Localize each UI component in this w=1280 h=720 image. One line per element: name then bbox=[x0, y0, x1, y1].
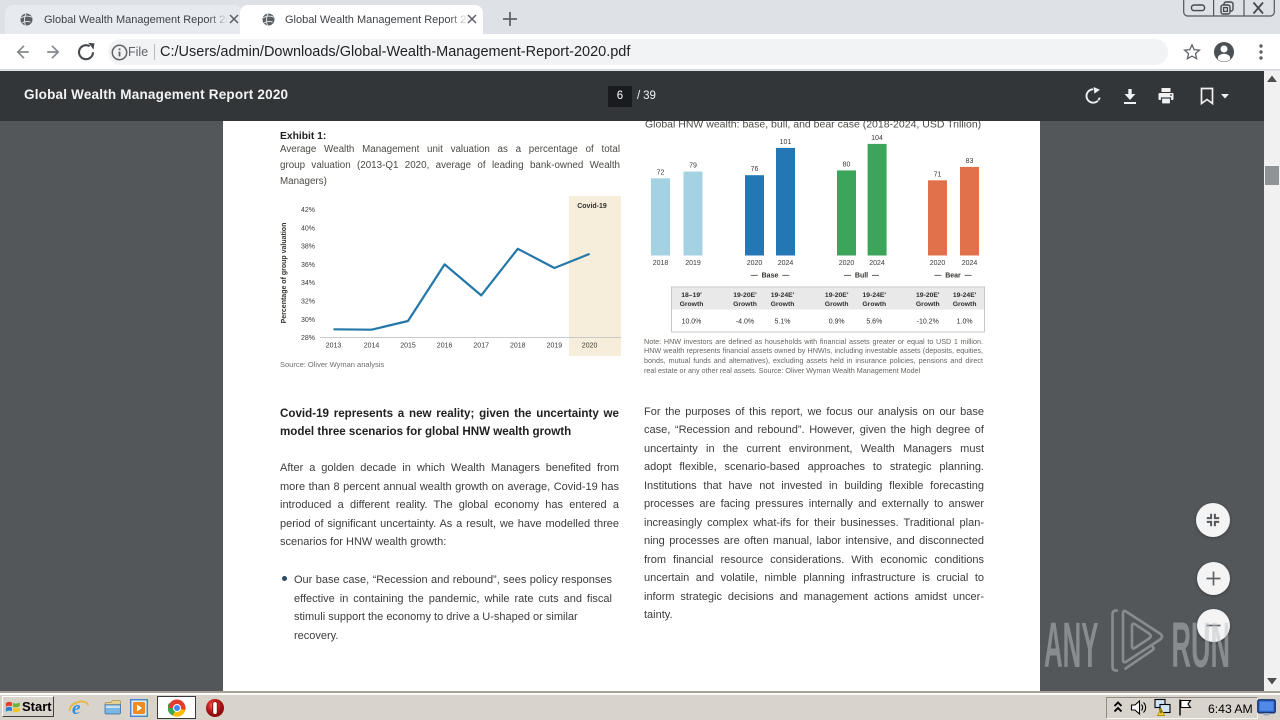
svg-text:2020: 2020 bbox=[839, 260, 855, 267]
svg-text:10.0%: 10.0% bbox=[682, 319, 702, 326]
svg-text:1.0%: 1.0% bbox=[957, 319, 973, 326]
svg-text:Covid-19: Covid-19 bbox=[577, 203, 607, 210]
svg-text:72: 72 bbox=[657, 169, 665, 176]
svg-text:76: 76 bbox=[751, 166, 759, 173]
svg-text:Growth: Growth bbox=[862, 301, 886, 308]
svg-text:— Base —: — Base — bbox=[751, 273, 790, 280]
svg-text:2015: 2015 bbox=[400, 343, 416, 350]
svg-text:e: e bbox=[72, 698, 81, 718]
svg-text:Growth: Growth bbox=[680, 301, 704, 308]
svg-text:Growth: Growth bbox=[733, 301, 757, 308]
svg-text:Growth: Growth bbox=[771, 301, 795, 308]
svg-text:101: 101 bbox=[780, 139, 792, 146]
svg-text:71: 71 bbox=[934, 171, 942, 178]
svg-text:0.9%: 0.9% bbox=[829, 319, 845, 326]
svg-text:28%: 28% bbox=[301, 335, 315, 342]
svg-text:18–19': 18–19' bbox=[681, 292, 702, 299]
svg-text:2020: 2020 bbox=[747, 260, 763, 267]
svg-text:Growth: Growth bbox=[953, 301, 977, 308]
svg-text:2020: 2020 bbox=[582, 343, 598, 350]
svg-text:42%: 42% bbox=[301, 207, 315, 214]
svg-text:19-24E': 19-24E' bbox=[953, 292, 977, 299]
svg-text:5.1%: 5.1% bbox=[775, 319, 791, 326]
svg-text:2013: 2013 bbox=[326, 343, 342, 350]
svg-text:— Bull —: — Bull — bbox=[844, 273, 879, 280]
svg-text:Percentage of group valuation: Percentage of group valuation bbox=[281, 223, 288, 324]
svg-text:19-20E': 19-20E' bbox=[825, 292, 849, 299]
svg-text:38%: 38% bbox=[301, 244, 315, 251]
svg-text:— Bear —: — Bear — bbox=[934, 273, 971, 280]
svg-text:Source: Oliver Wyman analysis: Source: Oliver Wyman analysis bbox=[280, 360, 384, 369]
svg-text:Growth: Growth bbox=[916, 301, 940, 308]
svg-text:2024: 2024 bbox=[962, 260, 978, 267]
svg-text:2014: 2014 bbox=[364, 343, 380, 350]
svg-text:2020: 2020 bbox=[930, 260, 946, 267]
svg-text:Growth: Growth bbox=[825, 301, 849, 308]
svg-text:2024: 2024 bbox=[869, 260, 885, 267]
svg-text:30%: 30% bbox=[301, 317, 315, 324]
svg-text:36%: 36% bbox=[301, 262, 315, 269]
svg-text:Global HNW wealth: base, bull,: Global HNW wealth: base, bull, and bear … bbox=[645, 121, 981, 131]
svg-text:-4.0%: -4.0% bbox=[736, 319, 754, 326]
svg-text:83: 83 bbox=[966, 158, 974, 165]
svg-text:19-24E': 19-24E' bbox=[771, 292, 795, 299]
svg-text:2024: 2024 bbox=[778, 260, 794, 267]
svg-text:80: 80 bbox=[843, 161, 851, 168]
svg-text:104: 104 bbox=[871, 135, 883, 142]
svg-text:2018: 2018 bbox=[653, 260, 669, 267]
svg-text:79: 79 bbox=[689, 163, 697, 170]
svg-text:2018: 2018 bbox=[510, 343, 526, 350]
svg-text:2019: 2019 bbox=[685, 260, 701, 267]
svg-text:2017: 2017 bbox=[473, 343, 489, 350]
svg-text:32%: 32% bbox=[301, 299, 315, 306]
svg-text:34%: 34% bbox=[301, 280, 315, 287]
svg-text:40%: 40% bbox=[301, 225, 315, 232]
svg-text:19-20E': 19-20E' bbox=[733, 292, 757, 299]
svg-text:-10.2%: -10.2% bbox=[917, 319, 939, 326]
svg-text:5.6%: 5.6% bbox=[866, 319, 882, 326]
svg-text:19-20E': 19-20E' bbox=[916, 292, 940, 299]
svg-text:2019: 2019 bbox=[547, 343, 563, 350]
svg-text:2016: 2016 bbox=[437, 343, 453, 350]
svg-text:19-24E': 19-24E' bbox=[863, 292, 887, 299]
